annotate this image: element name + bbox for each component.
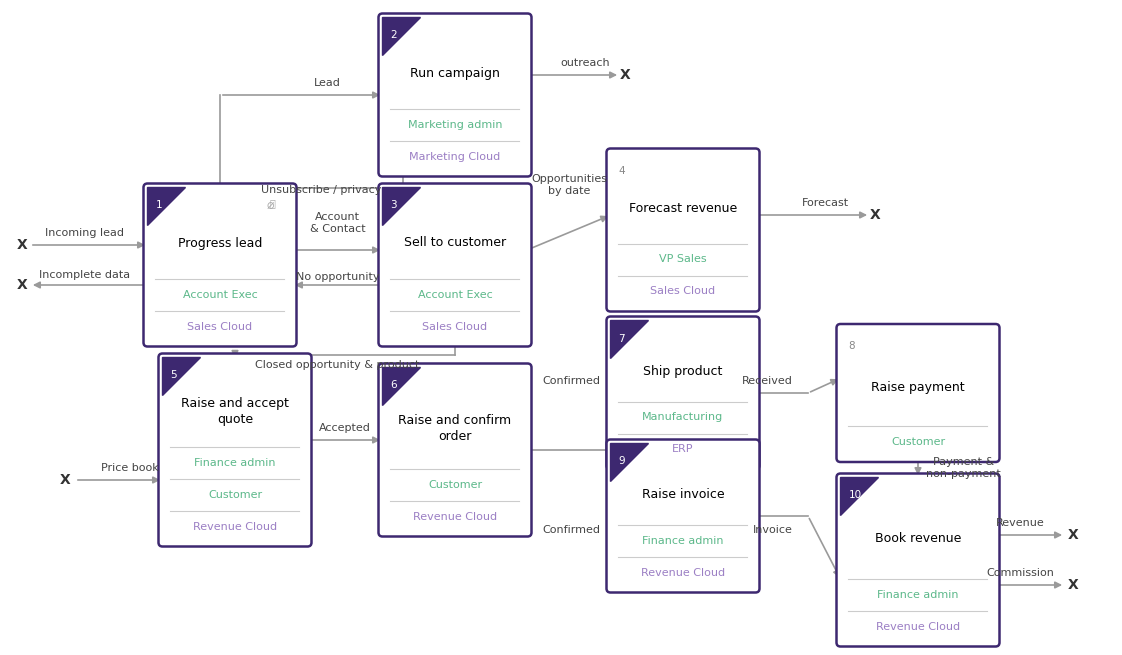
Polygon shape <box>610 443 649 481</box>
FancyBboxPatch shape <box>378 14 532 176</box>
Text: Raise payment: Raise payment <box>871 381 965 394</box>
Text: Payment &
non-payment: Payment & non-payment <box>926 457 1001 479</box>
FancyBboxPatch shape <box>607 440 760 593</box>
Text: Confirmed: Confirmed <box>542 525 600 535</box>
Text: Raise and accept
quote: Raise and accept quote <box>181 398 289 426</box>
Text: Sales Cloud: Sales Cloud <box>423 322 488 331</box>
Text: Price book: Price book <box>101 463 159 473</box>
Polygon shape <box>147 187 185 225</box>
Text: 4: 4 <box>618 166 625 176</box>
Text: Raise and confirm
order: Raise and confirm order <box>398 413 512 443</box>
Text: Marketing admin: Marketing admin <box>407 119 503 130</box>
Text: Customer: Customer <box>427 479 482 489</box>
Text: Account
& Contact: Account & Contact <box>310 212 366 234</box>
Text: Revenue Cloud: Revenue Cloud <box>193 521 277 531</box>
Text: Finance admin: Finance admin <box>877 590 959 599</box>
Text: X: X <box>870 208 881 222</box>
Polygon shape <box>610 320 649 358</box>
FancyBboxPatch shape <box>144 183 296 346</box>
Text: Forecast revenue: Forecast revenue <box>628 202 737 214</box>
Text: ⌀: ⌀ <box>267 199 274 212</box>
Text: Revenue Cloud: Revenue Cloud <box>413 512 497 521</box>
Text: Account Exec: Account Exec <box>417 290 493 299</box>
Text: Revenue Cloud: Revenue Cloud <box>876 622 960 631</box>
Text: X: X <box>619 68 631 82</box>
Text: Sales Cloud: Sales Cloud <box>651 286 716 297</box>
Text: Unsubscribe / privacy: Unsubscribe / privacy <box>261 185 381 195</box>
Text: Sales Cloud: Sales Cloud <box>187 322 252 331</box>
Polygon shape <box>840 477 879 515</box>
Text: Incomplete data: Incomplete data <box>39 270 130 280</box>
Text: 7: 7 <box>618 333 625 343</box>
Text: ERP: ERP <box>672 445 693 455</box>
Text: Invoice: Invoice <box>753 525 793 535</box>
Text: 5: 5 <box>171 371 177 381</box>
Text: X: X <box>17 278 27 292</box>
Text: Account Exec: Account Exec <box>183 290 257 299</box>
FancyBboxPatch shape <box>837 324 1000 462</box>
Text: 8: 8 <box>848 341 855 351</box>
Text: Manufacturing: Manufacturing <box>643 413 724 422</box>
Text: Book revenue: Book revenue <box>875 531 962 544</box>
Text: X: X <box>59 473 71 487</box>
Text: Confirmed: Confirmed <box>542 376 600 386</box>
Polygon shape <box>383 18 421 56</box>
Polygon shape <box>383 367 421 405</box>
Text: Marketing Cloud: Marketing Cloud <box>410 151 500 162</box>
Text: X: X <box>1068 578 1078 592</box>
Text: Lead: Lead <box>314 78 341 88</box>
Text: VP Sales: VP Sales <box>660 255 707 265</box>
Text: Ship product: Ship product <box>643 364 723 377</box>
Text: 1: 1 <box>156 200 162 210</box>
FancyBboxPatch shape <box>607 316 760 470</box>
FancyBboxPatch shape <box>607 149 760 312</box>
FancyBboxPatch shape <box>158 354 312 546</box>
Text: Accepted: Accepted <box>319 423 371 433</box>
Text: outreach: outreach <box>560 58 610 68</box>
Text: Forecast: Forecast <box>801 198 848 208</box>
Text: Finance admin: Finance admin <box>194 457 276 468</box>
Text: Revenue Cloud: Revenue Cloud <box>641 567 725 578</box>
Text: 3: 3 <box>390 200 397 210</box>
Text: 6: 6 <box>390 381 397 390</box>
Text: Customer: Customer <box>891 437 945 447</box>
Text: Run campaign: Run campaign <box>410 67 500 79</box>
Text: No opportunity: No opportunity <box>296 272 379 282</box>
Polygon shape <box>383 187 421 225</box>
Text: 9: 9 <box>618 457 625 466</box>
FancyBboxPatch shape <box>378 364 532 536</box>
Text: Closed opportunity & product: Closed opportunity & product <box>256 360 420 370</box>
Text: Raise invoice: Raise invoice <box>642 487 725 500</box>
Text: Sell to customer: Sell to customer <box>404 236 506 250</box>
Text: Received: Received <box>742 376 793 386</box>
Text: Progress lead: Progress lead <box>177 236 263 250</box>
Text: X: X <box>17 238 27 252</box>
Text: 🖇: 🖇 <box>269 198 275 208</box>
Text: Finance admin: Finance admin <box>642 536 724 546</box>
Text: Incoming lead: Incoming lead <box>46 228 125 238</box>
Text: 2: 2 <box>390 31 397 41</box>
Text: Revenue: Revenue <box>995 518 1045 528</box>
Text: X: X <box>1068 528 1078 542</box>
Text: Commission: Commission <box>986 568 1054 578</box>
Text: Opportunities
by date: Opportunities by date <box>531 174 607 196</box>
Text: 10: 10 <box>848 491 862 500</box>
FancyBboxPatch shape <box>837 474 1000 646</box>
Text: Customer: Customer <box>208 489 263 500</box>
FancyBboxPatch shape <box>378 183 532 346</box>
Polygon shape <box>163 358 201 396</box>
